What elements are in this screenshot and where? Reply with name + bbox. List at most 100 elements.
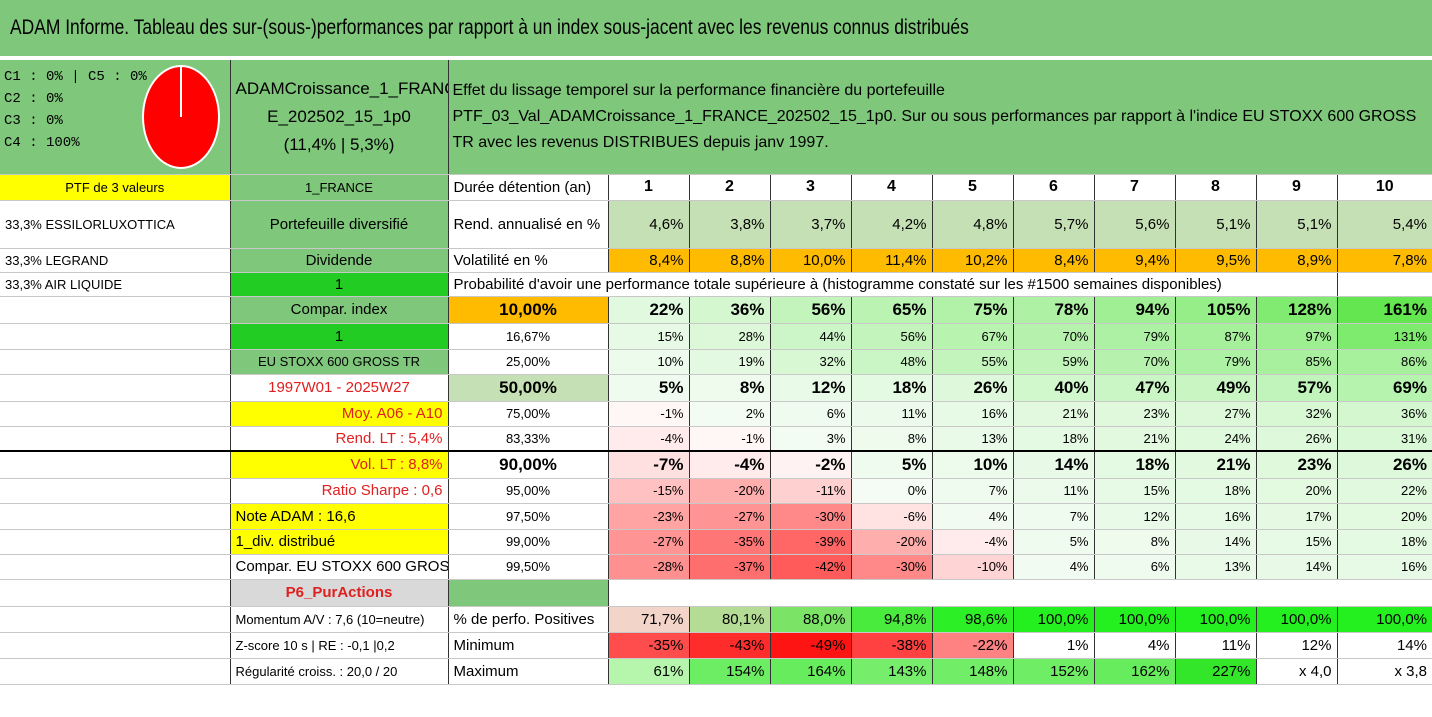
minimum-value: 12% bbox=[1256, 632, 1338, 659]
probability-value: 86% bbox=[1337, 349, 1432, 375]
probability-value: 128% bbox=[1256, 296, 1338, 324]
year-header: 10 bbox=[1337, 174, 1432, 201]
portfolio-name-cell: ADAMCroissance_1_FRANC E_202502_15_1p0 (… bbox=[230, 60, 449, 175]
positive-perf-value: 100,0% bbox=[1013, 606, 1095, 633]
empty-cell bbox=[851, 579, 932, 607]
probability-value: 18% bbox=[1175, 478, 1257, 504]
maximum-value: x 3,8 bbox=[1337, 658, 1432, 685]
year-header: 9 bbox=[1256, 174, 1338, 201]
probability-value: -4% bbox=[932, 529, 1014, 555]
probability-value: -39% bbox=[770, 529, 852, 555]
probability-value: 65% bbox=[851, 296, 933, 324]
probability-value: 69% bbox=[1337, 374, 1432, 402]
annual-return-value: 4,8% bbox=[932, 200, 1014, 249]
probability-value: 18% bbox=[1094, 450, 1176, 479]
probability-value: 8% bbox=[851, 426, 933, 452]
probability-value: 7% bbox=[932, 478, 1014, 504]
probability-value: 36% bbox=[689, 296, 771, 324]
probability-value: 55% bbox=[932, 349, 1014, 375]
probability-value: 31% bbox=[1337, 426, 1432, 452]
positive-perf-value: 80,1% bbox=[689, 606, 771, 633]
empty-cell bbox=[1337, 272, 1432, 297]
empty-cell bbox=[0, 478, 231, 504]
table-row: PTF de 3 valeurs 1_FRANCE Durée détention … bbox=[0, 174, 1432, 201]
title-separator bbox=[0, 56, 1432, 60]
probability-value: 13% bbox=[932, 426, 1014, 452]
maximum-value: 162% bbox=[1094, 658, 1176, 685]
volatility-value: 9,4% bbox=[1094, 248, 1176, 273]
probability-title: Probabilité d'avoir une performance tota… bbox=[448, 272, 1338, 297]
probability-value: -10% bbox=[932, 554, 1014, 580]
empty-cell bbox=[0, 503, 231, 530]
probability-value: 3% bbox=[770, 426, 852, 452]
probability-value: 56% bbox=[770, 296, 852, 324]
probability-value: -4% bbox=[689, 450, 771, 479]
table-row: Rend. LT : 5,4% 83,33% -4% -1% 3% 8% 13% 18% 21%… bbox=[0, 426, 1432, 452]
regularity-label: Régularité croiss. : 20,0 / 20 bbox=[230, 658, 449, 685]
portfolio-size-label: PTF de 3 valeurs bbox=[0, 174, 231, 201]
probability-value: 5% bbox=[851, 450, 933, 479]
description-cell: Effet du lissage temporel sur la perform… bbox=[448, 60, 1432, 175]
annual-return-value: 5,4% bbox=[1337, 200, 1432, 249]
probability-value: -11% bbox=[770, 478, 852, 504]
empty-cell bbox=[608, 579, 689, 607]
probability-value: 26% bbox=[1337, 450, 1432, 479]
probability-value: 22% bbox=[608, 296, 690, 324]
maximum-label: Maximum bbox=[448, 658, 609, 685]
table-row: Ratio Sharpe : 0,6 95,00% -15% -20% -11% 0% 7%… bbox=[0, 478, 1432, 504]
probability-value: 59% bbox=[1013, 349, 1095, 375]
volatility-value: 9,5% bbox=[1175, 248, 1257, 273]
probability-value: 4% bbox=[1013, 554, 1095, 580]
probability-value: 6% bbox=[770, 401, 852, 427]
p6-color-cell bbox=[448, 579, 609, 607]
empty-cell bbox=[1094, 579, 1175, 607]
probability-threshold: 75,00% bbox=[448, 401, 609, 427]
year-header: 1 bbox=[608, 174, 690, 201]
probability-threshold: 16,67% bbox=[448, 323, 609, 350]
probability-value: -27% bbox=[608, 529, 690, 555]
probability-value: 27% bbox=[1175, 401, 1257, 427]
probability-value: -23% bbox=[608, 503, 690, 530]
minimum-value: 14% bbox=[1337, 632, 1432, 659]
probability-value: 12% bbox=[770, 374, 852, 402]
dividend-distributed-label: 1_div. distribué bbox=[230, 529, 449, 555]
minimum-label: Minimum bbox=[448, 632, 609, 659]
positive-perf-value: 98,6% bbox=[932, 606, 1014, 633]
probability-value: 57% bbox=[1256, 374, 1338, 402]
empty-cell bbox=[0, 374, 231, 402]
annual-return-value: 4,2% bbox=[851, 200, 933, 249]
maximum-value: 152% bbox=[1013, 658, 1095, 685]
period-label: 1997W01 - 2025W27 bbox=[230, 374, 449, 402]
empty-cell bbox=[1175, 579, 1256, 607]
adam-note-label: Note ADAM : 16,6 bbox=[230, 503, 449, 530]
description-line-1: Effet du lissage temporel sur la perform… bbox=[452, 81, 945, 99]
probability-threshold: 25,00% bbox=[448, 349, 609, 375]
title-bar: ADAM Informe. Tableau des sur-(sous-)per… bbox=[0, 0, 1432, 56]
empty-cell bbox=[0, 323, 231, 350]
probability-value: 161% bbox=[1337, 296, 1432, 324]
performance-table: C1 : 0% | C5 : 0% C2 : 0% C3 : 0% C4 : 1… bbox=[0, 60, 1432, 685]
volatility-value: 8,9% bbox=[1256, 248, 1338, 273]
probability-value: -1% bbox=[608, 401, 690, 427]
annual-return-label: Rend. annualisé en % bbox=[448, 200, 609, 249]
probability-threshold: 10,00% bbox=[448, 296, 609, 324]
probability-value: 105% bbox=[1175, 296, 1257, 324]
pie-cell: C1 : 0% | C5 : 0% C2 : 0% C3 : 0% C4 : 1… bbox=[0, 60, 231, 175]
selector-one-b: 1 bbox=[230, 323, 449, 350]
positive-perf-label: % de perfo. Positives bbox=[448, 606, 609, 633]
maximum-value: 143% bbox=[851, 658, 933, 685]
probability-value: 21% bbox=[1013, 401, 1095, 427]
portfolio-perf: (11,4% | 5,3%) bbox=[283, 134, 395, 154]
empty-cell bbox=[1256, 579, 1337, 607]
pie-label: C3 : 0% bbox=[4, 113, 63, 129]
probability-value: -1% bbox=[689, 426, 771, 452]
empty-cell bbox=[0, 529, 231, 555]
probability-value: 79% bbox=[1094, 323, 1176, 350]
probability-value: 26% bbox=[1256, 426, 1338, 452]
minimum-value: -43% bbox=[689, 632, 771, 659]
probability-value: -15% bbox=[608, 478, 690, 504]
probability-value: -37% bbox=[689, 554, 771, 580]
probability-value: 97% bbox=[1256, 323, 1338, 350]
p6-label: P6_PurActions bbox=[230, 579, 449, 607]
empty-cell bbox=[0, 632, 231, 659]
